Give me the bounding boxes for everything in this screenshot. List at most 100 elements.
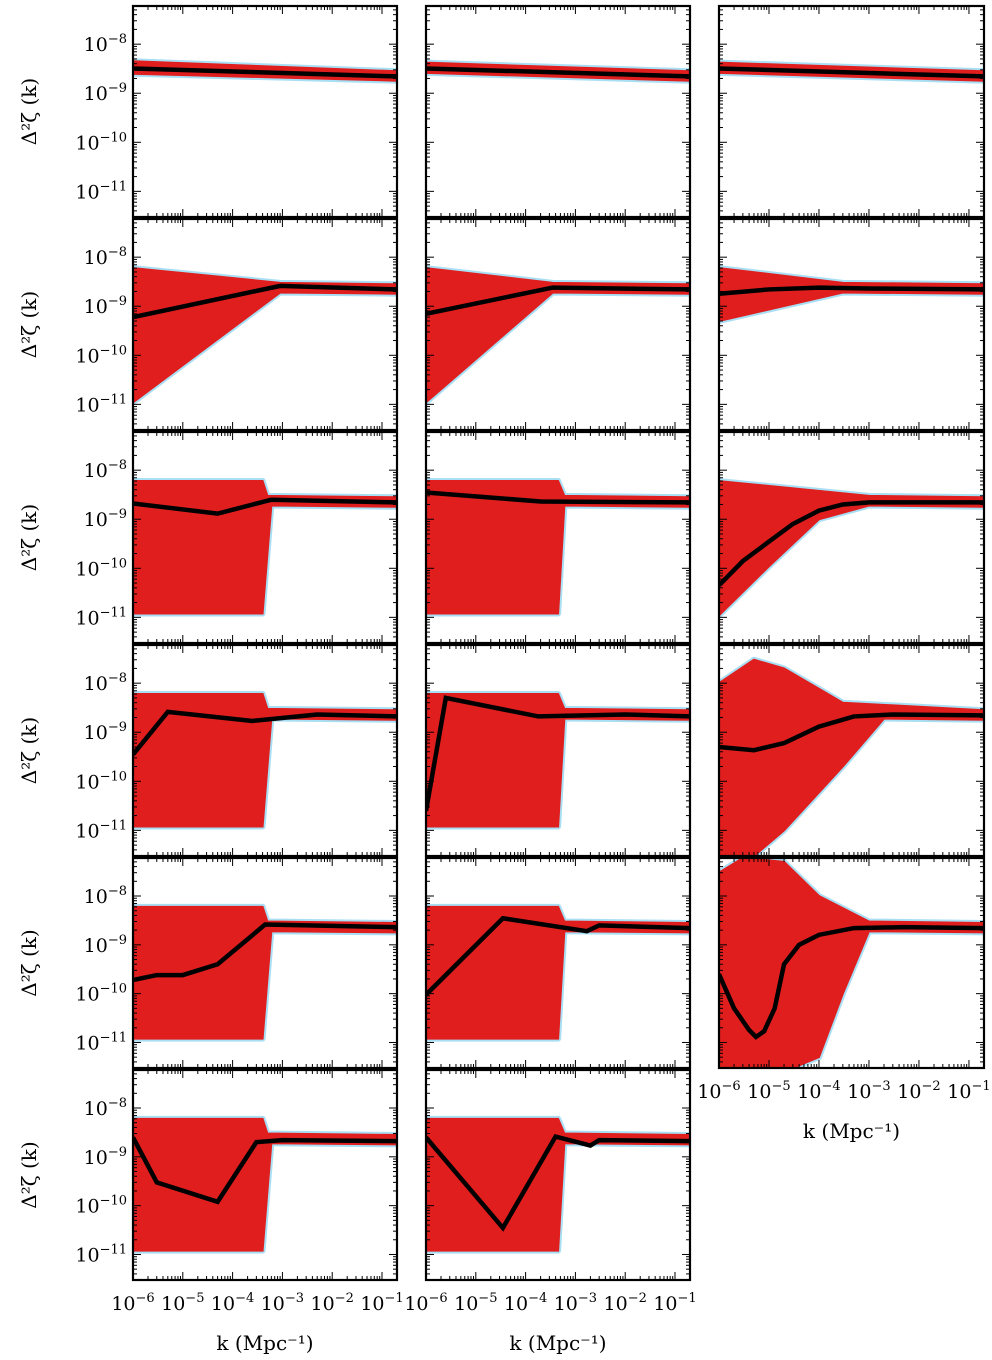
x-tick-label: 10−5 <box>747 1079 790 1103</box>
x-axis-label: k (Mpc⁻¹) <box>803 1119 900 1143</box>
x-tick-label: 10−3 <box>261 1291 304 1315</box>
panel-r3-c1 <box>424 643 692 858</box>
posterior-band <box>133 693 397 828</box>
panel-r2-c0: 10−8 10−9 10−10 10−11 Δ²ζ (k) <box>17 430 399 645</box>
y-tick-label: 10−10 <box>75 769 127 793</box>
x-tick-label: 10−4 <box>211 1291 254 1315</box>
plot-area <box>133 6 397 217</box>
y-axis-label: Δ²ζ (k) <box>17 929 41 996</box>
mean-curve <box>426 285 690 317</box>
axes-frame <box>424 643 692 858</box>
y-tick-label: 10−9 <box>84 81 127 105</box>
posterior-band <box>719 480 984 617</box>
mean-curve <box>133 283 397 320</box>
y-tick-label: 10−8 <box>84 32 127 56</box>
y-tick-label: 10−11 <box>75 1030 127 1054</box>
x-tick-label: 10−2 <box>311 1291 354 1315</box>
mean-curve <box>719 712 984 753</box>
y-tick-label: 10−10 <box>75 1194 127 1218</box>
axes-frame <box>717 217 986 432</box>
x-tick-label: 10−4 <box>504 1291 547 1315</box>
axes-frame <box>131 643 399 858</box>
x-tick-label: 10−5 <box>454 1291 497 1315</box>
x-tick-label: 10−3 <box>554 1291 597 1315</box>
axes-frame <box>131 1068 399 1282</box>
posterior-band <box>426 905 690 1040</box>
panel-r0-c1 <box>424 4 692 219</box>
mean-curve <box>426 915 690 997</box>
axes-frame <box>717 856 986 1070</box>
posterior-band <box>719 658 984 856</box>
mean-curve <box>719 66 984 79</box>
mean-curve <box>133 66 397 79</box>
y-tick-label: 10−8 <box>84 671 127 695</box>
y-tick-label: 10−11 <box>75 392 127 416</box>
panel-r1-c2 <box>717 217 986 432</box>
axes-frame <box>131 217 399 432</box>
axes-frame <box>424 856 692 1070</box>
y-axis-label: Δ²ζ (k) <box>17 504 41 571</box>
axes-frame <box>717 4 986 219</box>
axes-frame <box>717 643 986 858</box>
y-tick-label: 10−9 <box>84 507 127 531</box>
panel-r5-c1 <box>424 1068 692 1282</box>
y-axis-label: Δ²ζ (k) <box>17 1141 41 1208</box>
panel-r3-c2 <box>717 643 986 858</box>
y-tick-label: 10−11 <box>75 818 127 842</box>
x-tick-label: 10−2 <box>897 1079 940 1103</box>
x-tick-label: 10−1 <box>653 1291 696 1315</box>
x-axis-label: k (Mpc⁻¹) <box>216 1331 313 1355</box>
mean-curve <box>133 709 397 757</box>
posterior-band <box>133 480 397 615</box>
mean-curve <box>719 500 984 587</box>
posterior-band <box>133 1117 397 1252</box>
axes-frame <box>131 856 399 1070</box>
panel-r3-c0: 10−8 10−9 10−10 10−11 Δ²ζ (k) <box>17 643 399 858</box>
mean-curve <box>133 497 397 516</box>
x-tick-label: 10−6 <box>697 1079 740 1103</box>
y-tick-label: 10−10 <box>75 556 127 580</box>
y-axis-label: Δ²ζ (k) <box>17 291 41 358</box>
mean-curve <box>133 922 397 983</box>
x-tick-label: 10−5 <box>161 1291 204 1315</box>
y-tick-label: 10−8 <box>84 884 127 908</box>
y-tick-label: 10−9 <box>84 933 127 957</box>
mean-curve <box>426 66 690 79</box>
mean-curve <box>133 1136 397 1205</box>
x-tick-label: 10−2 <box>604 1291 647 1315</box>
mean-curve <box>426 695 690 812</box>
axes-frame <box>131 430 399 645</box>
panel-r0-c0: 10−8 10−9 10−10 10−11 Δ²ζ (k) <box>17 4 399 219</box>
plot-area <box>719 6 984 217</box>
plot-area <box>719 219 984 430</box>
x-tick-label: 10−6 <box>404 1291 447 1315</box>
x-axis-col1: 10−6 10−5 10−4 10−3 10−2 10−1 k (Mpc⁻¹) <box>404 1291 696 1355</box>
panel-r2-c2 <box>717 430 986 645</box>
panel-r0-c2 <box>717 4 986 219</box>
y-tick-label: 10−8 <box>84 1096 127 1120</box>
y-tick-label: 10−9 <box>84 294 127 318</box>
y-tick-label: 10−8 <box>84 245 127 269</box>
y-tick-label: 10−11 <box>75 605 127 629</box>
panel-r1-c1 <box>424 217 692 432</box>
axes-frame <box>424 217 692 432</box>
y-axis-label: Δ²ζ (k) <box>17 717 41 784</box>
panel-r4-c1 <box>424 856 692 1070</box>
panel-r2-c1 <box>424 430 692 645</box>
posterior-band <box>426 480 690 615</box>
axes-frame <box>424 1068 692 1282</box>
x-axis-col0: 10−6 10−5 10−4 10−3 10−2 10−1 k (Mpc⁻¹) <box>111 1291 403 1355</box>
x-axis-label: k (Mpc⁻¹) <box>509 1331 606 1355</box>
panel-r4-c0: 10−8 10−9 10−10 10−11 Δ²ζ (k) <box>17 856 399 1070</box>
x-tick-label: 10−4 <box>797 1079 840 1103</box>
x-tick-label: 10−6 <box>111 1291 154 1315</box>
axes-frame <box>424 4 692 219</box>
y-tick-label: 10−9 <box>84 720 127 744</box>
y-tick-label: 10−10 <box>75 130 127 154</box>
panel-r1-c0: 10−8 10−9 10−10 10−11 Δ²ζ (k) <box>17 217 399 432</box>
plot-area <box>426 6 690 217</box>
x-tick-label: 10−1 <box>947 1079 990 1103</box>
axes-frame <box>424 430 692 645</box>
x-tick-label: 10−1 <box>360 1291 403 1315</box>
